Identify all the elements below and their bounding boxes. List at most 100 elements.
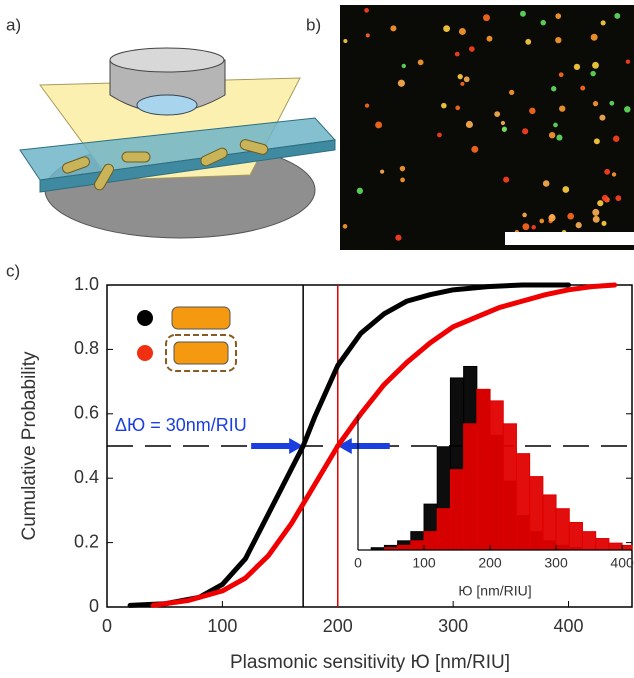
legend-marker bbox=[137, 345, 153, 361]
particle bbox=[398, 80, 405, 87]
y-tick-label: 0.2 bbox=[74, 531, 99, 551]
particle bbox=[592, 209, 599, 216]
particle bbox=[601, 20, 606, 25]
x-axis-title: Plasmonic sensitivity Ю [nm/RIU] bbox=[230, 652, 510, 673]
particle bbox=[395, 235, 401, 241]
particle bbox=[487, 36, 493, 42]
figure: a) b) c) 010020030040000.20.40.60.81.001… bbox=[0, 0, 634, 678]
particle bbox=[624, 106, 630, 112]
particle bbox=[380, 170, 384, 174]
histogram-bar bbox=[609, 543, 622, 550]
histogram-bar bbox=[398, 545, 411, 550]
inset-x-tick-label: 100 bbox=[412, 555, 436, 571]
panel-label: c) bbox=[6, 261, 20, 280]
particle bbox=[483, 14, 490, 21]
particle bbox=[549, 132, 555, 138]
particle bbox=[471, 146, 478, 153]
particle bbox=[441, 103, 447, 109]
particle bbox=[390, 25, 396, 31]
schematic bbox=[20, 48, 335, 238]
particle bbox=[590, 71, 595, 76]
x-tick-label: 300 bbox=[438, 616, 468, 636]
particle bbox=[591, 34, 598, 41]
particle bbox=[574, 64, 580, 70]
particle bbox=[366, 33, 370, 37]
particle bbox=[365, 103, 369, 107]
y-tick-label: 0.4 bbox=[74, 467, 99, 487]
histogram-bar bbox=[424, 532, 437, 550]
histogram-bar bbox=[437, 509, 450, 550]
particle bbox=[580, 86, 585, 91]
particle bbox=[592, 62, 599, 69]
particle bbox=[522, 223, 529, 230]
particle bbox=[551, 86, 556, 91]
histogram-bar bbox=[556, 509, 569, 550]
panel-label: b) bbox=[306, 15, 321, 34]
particle bbox=[556, 135, 562, 141]
histogram-bar bbox=[582, 532, 595, 550]
lens bbox=[137, 95, 197, 115]
histogram-bar bbox=[450, 470, 463, 550]
legend-rod bbox=[172, 307, 230, 329]
particle bbox=[460, 82, 464, 86]
histogram-bar bbox=[569, 522, 582, 550]
y-tick-label: 0 bbox=[89, 596, 99, 616]
darkfield-image bbox=[340, 5, 634, 250]
y-tick-label: 0.6 bbox=[74, 403, 99, 423]
particle bbox=[604, 169, 610, 175]
histogram-bar bbox=[503, 424, 516, 550]
particle bbox=[522, 128, 528, 134]
particle bbox=[357, 188, 363, 194]
arrow bbox=[338, 438, 390, 454]
legend-marker bbox=[137, 310, 153, 326]
particle bbox=[525, 39, 531, 45]
histogram-bar bbox=[464, 424, 477, 550]
particle bbox=[559, 72, 564, 77]
objective-top bbox=[110, 48, 224, 72]
scale-bar bbox=[505, 232, 634, 245]
inset-x-tick-label: 300 bbox=[544, 555, 568, 571]
histogram-bar bbox=[596, 539, 609, 550]
particle bbox=[562, 186, 569, 193]
particle bbox=[567, 213, 574, 220]
particle bbox=[437, 133, 442, 138]
particle bbox=[555, 13, 561, 19]
particle bbox=[494, 111, 500, 117]
histogram-bar bbox=[543, 495, 556, 550]
particle bbox=[522, 213, 527, 218]
particle bbox=[509, 90, 514, 95]
particle bbox=[400, 166, 405, 171]
histogram-bar bbox=[477, 389, 490, 550]
y-tick-label: 1.0 bbox=[74, 274, 99, 294]
particle bbox=[343, 39, 347, 43]
particle bbox=[375, 122, 382, 129]
inset-x-tick-label: 0 bbox=[354, 555, 362, 571]
particle bbox=[539, 219, 544, 224]
legend bbox=[137, 307, 236, 371]
histogram-bar bbox=[516, 454, 529, 550]
annotation: ΔЮ = 30nm/RIU bbox=[115, 415, 247, 435]
x-tick-label: 200 bbox=[323, 616, 353, 636]
x-tick-label: 100 bbox=[207, 616, 237, 636]
histogram-bar bbox=[530, 477, 543, 550]
particle bbox=[553, 123, 558, 128]
particle bbox=[531, 225, 536, 230]
rod bbox=[122, 152, 150, 162]
particle bbox=[529, 108, 535, 114]
particle bbox=[464, 76, 470, 82]
particle bbox=[599, 115, 605, 121]
particle bbox=[626, 59, 630, 63]
particle bbox=[576, 222, 582, 228]
particle bbox=[458, 74, 463, 79]
particle bbox=[455, 105, 460, 110]
arrow bbox=[251, 438, 303, 454]
panel-label: a) bbox=[6, 15, 21, 34]
histogram-bar bbox=[411, 541, 424, 550]
particle bbox=[502, 127, 507, 132]
particle bbox=[459, 28, 466, 35]
particle bbox=[555, 37, 561, 43]
particle bbox=[601, 221, 606, 226]
inset-x-tick-label: 200 bbox=[478, 555, 502, 571]
particle bbox=[543, 180, 550, 187]
